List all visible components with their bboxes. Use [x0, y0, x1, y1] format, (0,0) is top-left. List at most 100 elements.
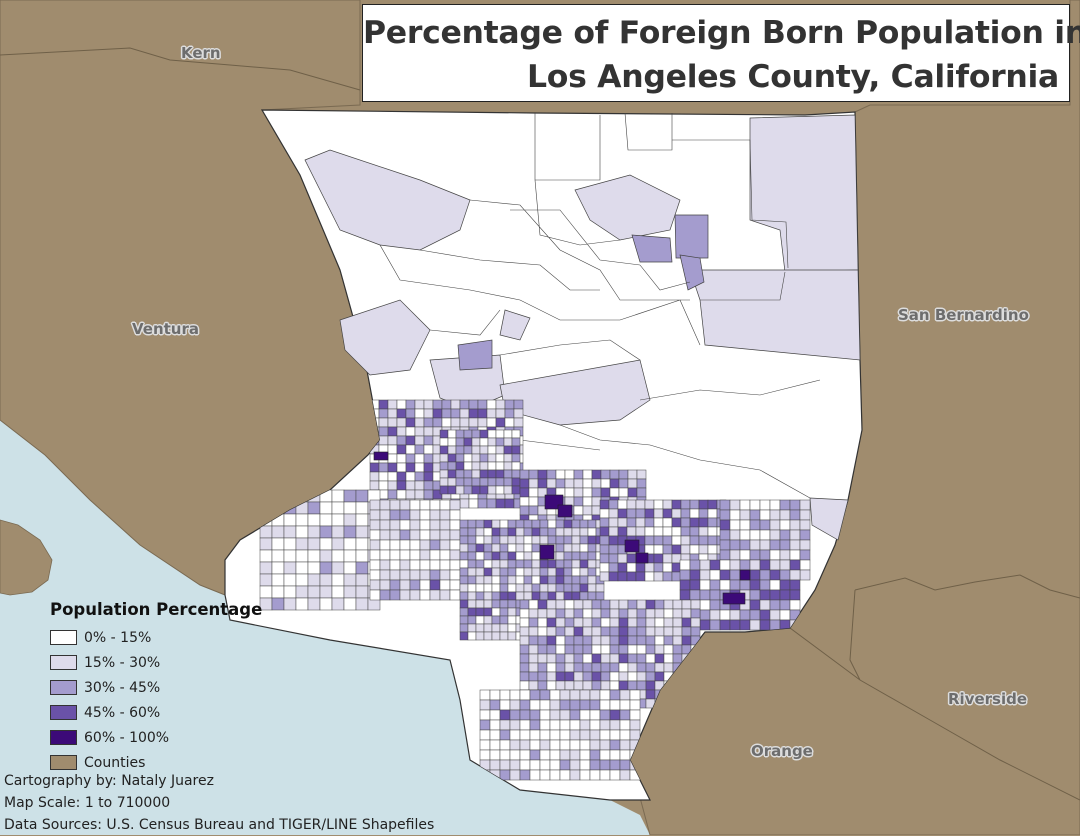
census-tract: [555, 519, 565, 529]
census-tract: [405, 444, 416, 455]
census-tract: [645, 680, 656, 691]
census-tract: [507, 519, 517, 529]
census-tract: [759, 549, 771, 561]
census-tract: [439, 461, 449, 471]
census-tract: [587, 575, 597, 585]
census-tract: [489, 709, 501, 721]
census-tract: [419, 579, 431, 591]
census-tract: [759, 509, 771, 521]
census-tract: [555, 680, 566, 691]
census-tract: [483, 551, 493, 561]
census-tract: [644, 526, 655, 537]
census-tract: [389, 509, 401, 521]
census-tract: [759, 619, 771, 631]
census-tract: [589, 739, 601, 751]
census-tract: [609, 487, 620, 498]
census-tract: [447, 429, 457, 439]
census-tract: [423, 408, 434, 419]
census-tract: [447, 437, 457, 447]
census-tract: [671, 508, 682, 519]
census-tract: [499, 559, 509, 569]
census-tract: [571, 583, 581, 593]
census-tract: [507, 567, 517, 577]
census-tract: [645, 635, 656, 646]
census-tract: [709, 589, 721, 601]
census-tract: [511, 453, 521, 463]
census-tract: [579, 527, 589, 537]
census-tract: [396, 471, 407, 482]
census-tract: [627, 644, 638, 655]
census-tract: [487, 461, 497, 471]
census-tract: [599, 749, 611, 761]
census-tract: [739, 509, 751, 521]
census-tract: [579, 769, 591, 781]
census-tract: [636, 680, 647, 691]
census-tract: [546, 599, 557, 610]
census-tract: [405, 399, 416, 410]
census-tract: [719, 519, 731, 531]
census-tract: [528, 635, 539, 646]
census-tract: [699, 599, 711, 611]
census-tract: [379, 569, 391, 581]
census-tract: [511, 469, 521, 479]
census-tract: [499, 623, 509, 633]
census-tract: [432, 417, 443, 428]
census-tract: [387, 426, 398, 437]
census-tract: [579, 759, 591, 771]
census-tract: [564, 608, 575, 619]
census-tract: [769, 509, 781, 521]
census-tract: [609, 739, 621, 751]
census-tract: [409, 549, 421, 561]
census-tract: [555, 644, 566, 655]
census-tract: [529, 769, 541, 781]
census-tract: [475, 583, 485, 593]
census-tract: [423, 444, 434, 455]
census-tract: [579, 583, 589, 593]
census-tract: [579, 591, 589, 601]
census-tract: [627, 653, 638, 664]
census-tract: [495, 453, 505, 463]
census-tract: [477, 399, 488, 410]
census-tract: [523, 519, 533, 529]
census-tract: [564, 671, 575, 682]
census-tract: [529, 759, 541, 771]
census-tract: [489, 759, 501, 771]
census-tract: [609, 635, 620, 646]
census-tract: [671, 562, 682, 573]
census-tract: [769, 579, 781, 591]
census-tract: [507, 551, 517, 561]
census-tract: [608, 553, 619, 564]
census-tract: [405, 480, 416, 491]
census-tract: [579, 519, 589, 529]
legend-item: 30% - 45%: [50, 675, 262, 700]
census-tract: [636, 478, 647, 489]
census-tract: [331, 513, 345, 527]
census-tract: [739, 559, 751, 571]
census-tract: [579, 567, 589, 577]
census-tract: [409, 559, 421, 571]
census-tract: [423, 462, 434, 473]
census-tract: [549, 729, 561, 741]
census-tract: [507, 527, 517, 537]
census-tract: [509, 719, 521, 731]
census-tract: [555, 662, 566, 673]
census-tract: [589, 699, 601, 711]
census-tract: [539, 769, 551, 781]
census-tract: [499, 709, 511, 721]
census-tract: [471, 485, 481, 495]
census-tract: [609, 699, 621, 711]
census-tract: [600, 644, 611, 655]
census-tract: [441, 408, 452, 419]
census-tract: [582, 644, 593, 655]
census-tract: [537, 653, 548, 664]
census-tract: [509, 749, 521, 761]
census-tract: [441, 417, 452, 428]
census-tract: [609, 749, 621, 761]
census-tract: [515, 519, 525, 529]
legend-swatch: [50, 755, 77, 770]
census-tract: [591, 505, 602, 516]
census-tract: [409, 579, 421, 591]
census-tract: [539, 583, 549, 593]
census-tract: [467, 623, 477, 633]
census-tract: [549, 719, 561, 731]
